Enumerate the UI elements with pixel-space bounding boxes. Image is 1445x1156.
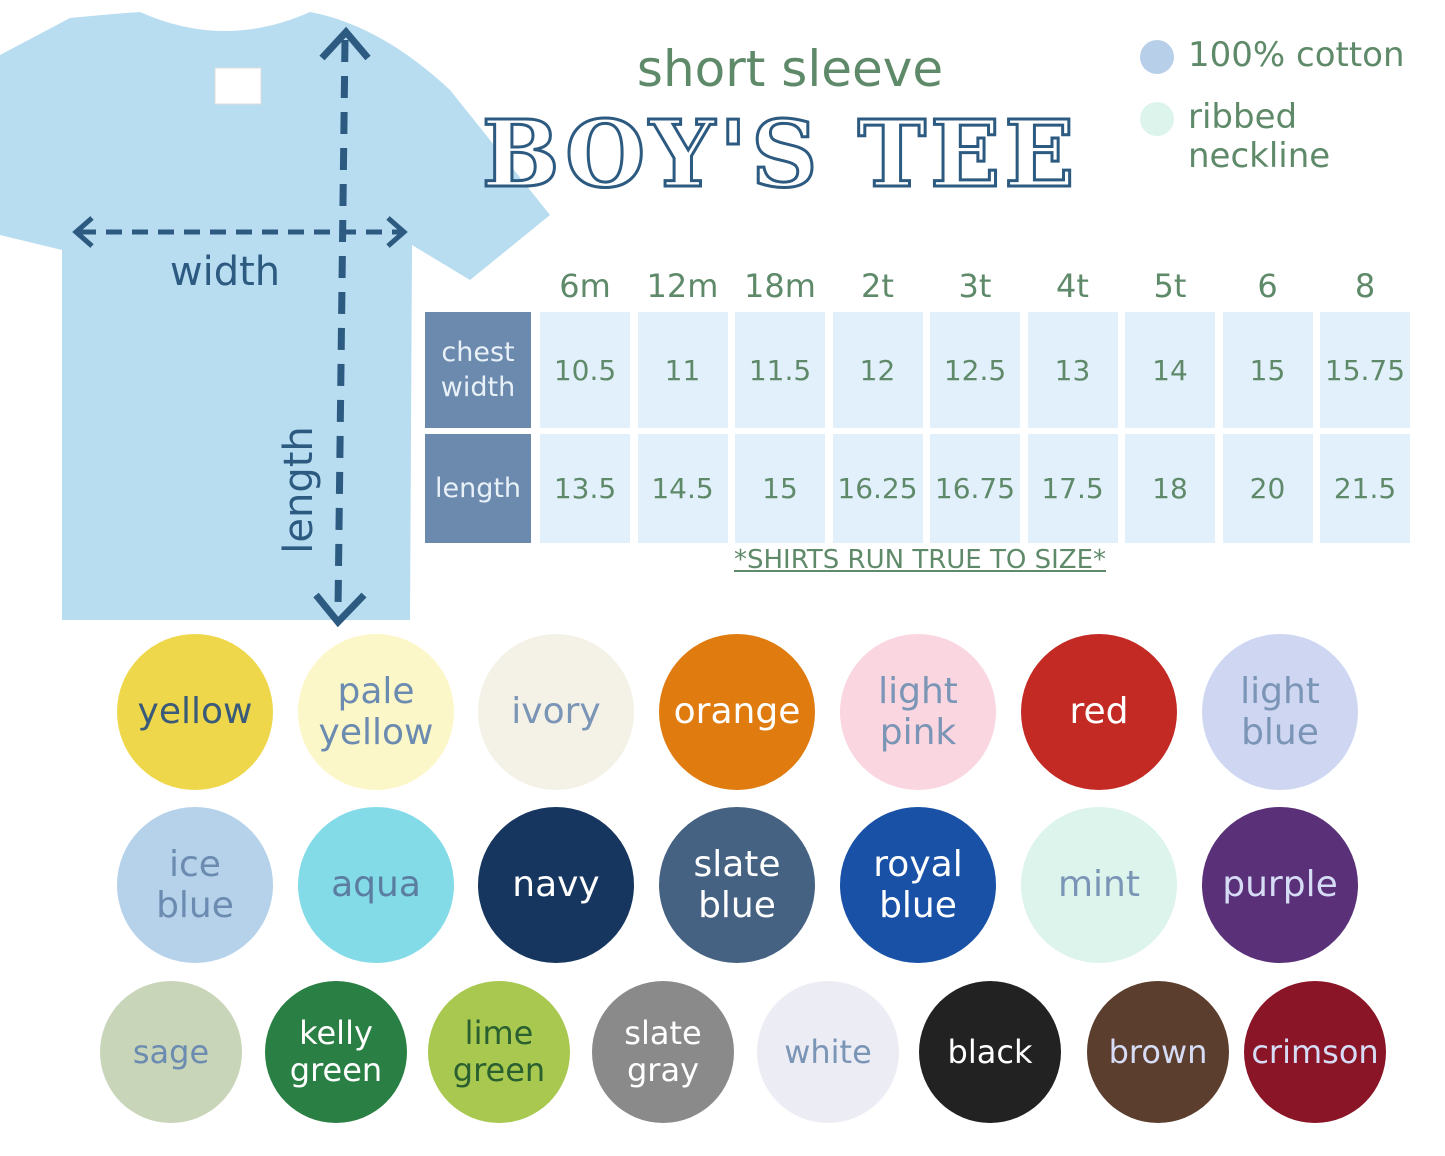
size-header: 18m (744, 267, 816, 305)
feature-label: ribbed neckline (1188, 97, 1331, 177)
shirt-tag (214, 67, 262, 105)
size-note: *SHIRTS RUN TRUE TO SIZE* (733, 545, 1107, 575)
color-swatch: pale yellow (298, 634, 454, 790)
table-value: 15 (1222, 312, 1313, 428)
table-value: 14 (1125, 312, 1215, 428)
color-swatch: ivory (478, 634, 634, 790)
table-value: 15 (735, 434, 825, 543)
feature: 100% cotton (1140, 35, 1440, 75)
color-swatch: white (757, 981, 899, 1123)
size-header: 12m (646, 267, 719, 305)
table-value: 21.5 (1320, 434, 1410, 543)
width-arrowheads (72, 216, 408, 248)
table-value: 12 (832, 312, 923, 428)
table-value: 16.25 (832, 434, 923, 543)
color-swatch: purple (1202, 807, 1358, 963)
size-header: 3t (958, 267, 992, 305)
size-header: 4t (1056, 267, 1089, 305)
size-header: 5t (1153, 267, 1187, 305)
feature-label: 100% cotton (1188, 35, 1405, 75)
color-swatch: navy (478, 807, 634, 963)
color-swatch: aqua (298, 807, 454, 963)
color-swatch: ice blue (117, 807, 273, 963)
color-swatch: lime green (428, 981, 570, 1123)
shirt (0, 12, 550, 620)
table-value: 20 (1222, 434, 1313, 543)
table-value: 14.5 (637, 434, 728, 543)
table-value: 12.5 (930, 312, 1020, 428)
color-swatch: black (919, 981, 1061, 1123)
color-swatch: crimson (1244, 981, 1386, 1123)
size-header: 6 (1257, 267, 1278, 305)
table-value: 18 (1125, 434, 1215, 543)
shirt-diagram: width length (0, 12, 550, 628)
size-header: 6m (559, 267, 611, 305)
length-label: length (276, 426, 322, 554)
color-swatch: mint (1021, 807, 1177, 963)
color-swatch: light blue (1202, 634, 1358, 790)
row-label: chest width (425, 312, 531, 428)
color-swatch: slate gray (592, 981, 734, 1123)
subtitle: short sleeve (636, 40, 944, 98)
table-value: 15.75 (1320, 312, 1410, 428)
table-value: 13 (1027, 312, 1118, 428)
table-value: 10.5 (540, 312, 630, 428)
table-value: 11 (637, 312, 728, 428)
table-value: 16.75 (930, 434, 1020, 543)
color-swatch: light pink (840, 634, 996, 790)
length-arrow (334, 39, 349, 611)
color-swatch: yellow (117, 634, 273, 790)
color-swatch: kelly green (265, 981, 407, 1123)
feature-dot (1140, 40, 1174, 74)
width-label: width (170, 249, 280, 295)
color-swatch: orange (659, 634, 815, 790)
feature-dot (1140, 102, 1174, 136)
table-value: 11.5 (735, 312, 825, 428)
color-swatch: royal blue (840, 807, 996, 963)
size-header: 2t (861, 267, 894, 305)
color-swatch: slate blue (659, 807, 815, 963)
color-swatch: red (1021, 634, 1177, 790)
feature: ribbed neckline (1140, 97, 1440, 177)
row-label: length (425, 434, 531, 543)
title: BOY'S TEE (480, 100, 1079, 208)
color-swatch: sage (100, 981, 242, 1123)
size-header: 8 (1354, 267, 1376, 305)
color-swatch: brown (1087, 981, 1229, 1123)
table-value: 17.5 (1027, 434, 1118, 543)
length-arrowheads (313, 26, 371, 628)
table-value: 13.5 (540, 434, 630, 543)
